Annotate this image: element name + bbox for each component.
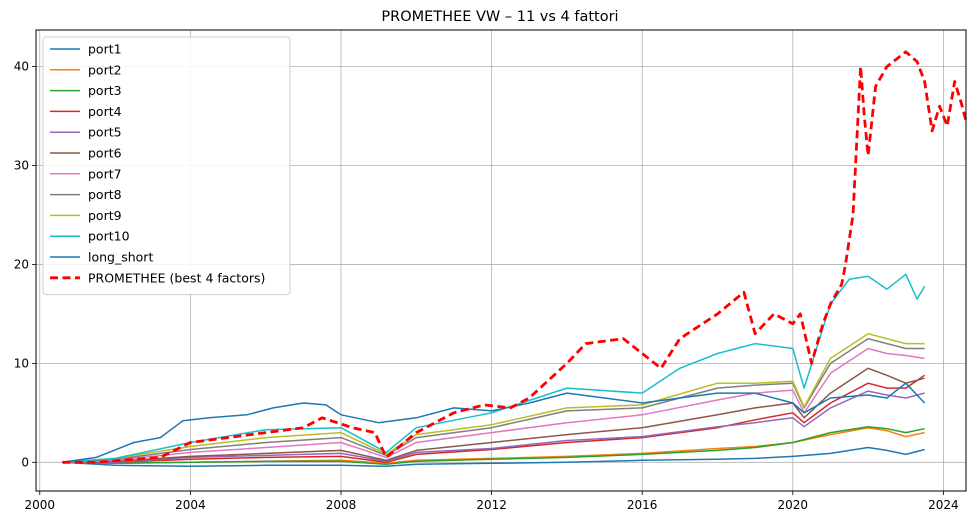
series-line-5	[62, 367, 925, 464]
series-line-4	[62, 390, 925, 464]
series-line-9	[62, 273, 926, 464]
legend-label: port2	[88, 62, 122, 77]
legend-label: port3	[88, 83, 122, 98]
series-line-7	[62, 337, 925, 464]
legend: port1 port2 port3 port4 port5 port6 port7 port8…	[42, 36, 291, 296]
legend-label: port10	[88, 229, 130, 244]
series-line-6	[62, 347, 925, 464]
x-tick-label: 2020	[778, 498, 809, 512]
y-tick-label: 40	[14, 60, 29, 74]
legend-label: port7	[88, 166, 122, 181]
y-tick-label: 0	[21, 455, 29, 469]
legend-box	[42, 36, 291, 296]
x-tick-label: 2000	[24, 498, 55, 512]
x-tick-label: 2012	[476, 498, 507, 512]
legend-label: port4	[88, 104, 122, 119]
x-tick-label: 2016	[627, 498, 658, 512]
legend-label: long_short	[88, 250, 153, 265]
legend-label: port6	[88, 146, 122, 161]
series-line-3	[62, 374, 926, 464]
y-tick-label: 20	[14, 257, 29, 271]
series-layer	[62, 50, 968, 468]
legend-label: port9	[88, 208, 122, 223]
plot-frame	[35, 29, 967, 492]
x-tick-label: 2024	[928, 498, 959, 512]
legend-label: port8	[88, 187, 122, 202]
legend-label: port1	[88, 42, 122, 57]
series-line-10	[62, 382, 926, 464]
legend-label: PROMETHEE (best 4 factors)	[88, 270, 265, 285]
x-tick-label: 2008	[326, 498, 357, 512]
y-tick-label: 10	[14, 356, 29, 370]
series-line-0	[62, 446, 925, 468]
series-line-8	[62, 332, 925, 464]
x-axis: 2000 2004 2008 2012 2016 2020 2024	[24, 491, 959, 512]
chart-title: PROMETHEE VW – 11 vs 4 fattori	[381, 9, 618, 25]
series-line-11	[62, 50, 968, 464]
x-tick-label: 2004	[175, 498, 206, 512]
y-tick-label: 30	[14, 159, 29, 173]
series-line-2	[62, 425, 925, 466]
legend-label: port5	[88, 125, 122, 140]
y-axis: 0 10 20 30 40	[14, 60, 36, 469]
